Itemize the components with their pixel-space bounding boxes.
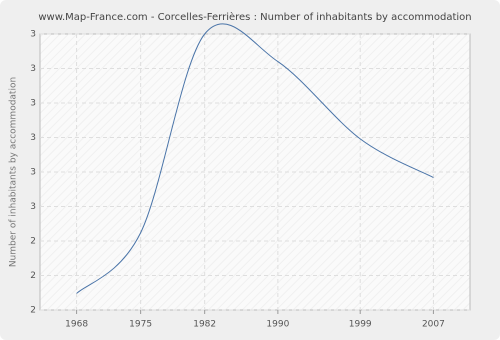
data-line bbox=[76, 23, 434, 294]
x-tick-label: 1990 bbox=[266, 320, 289, 330]
x-tick-label: 1968 bbox=[65, 320, 88, 330]
y-tick-label: 2 bbox=[30, 237, 36, 247]
y-tick-label: 3 bbox=[30, 30, 36, 40]
x-tick-label: 1999 bbox=[349, 320, 372, 330]
y-tick-label: 3 bbox=[30, 64, 36, 74]
y-tick-label: 3 bbox=[30, 168, 36, 178]
x-tick-label: 1975 bbox=[129, 320, 152, 330]
y-tick-label: 3 bbox=[30, 133, 36, 143]
y-axis-title: Number of inhabitants by accommodation bbox=[9, 77, 19, 267]
x-tick-label: 1982 bbox=[193, 320, 216, 330]
y-tick-label: 2 bbox=[30, 271, 36, 281]
x-tick-label: 2007 bbox=[422, 320, 445, 330]
chart-title: www.Map-France.com - Corcelles-Ferrières… bbox=[38, 11, 471, 23]
y-tick-label: 3 bbox=[30, 202, 36, 212]
y-tick-label: 2 bbox=[30, 306, 36, 316]
y-tick-label: 3 bbox=[30, 99, 36, 109]
